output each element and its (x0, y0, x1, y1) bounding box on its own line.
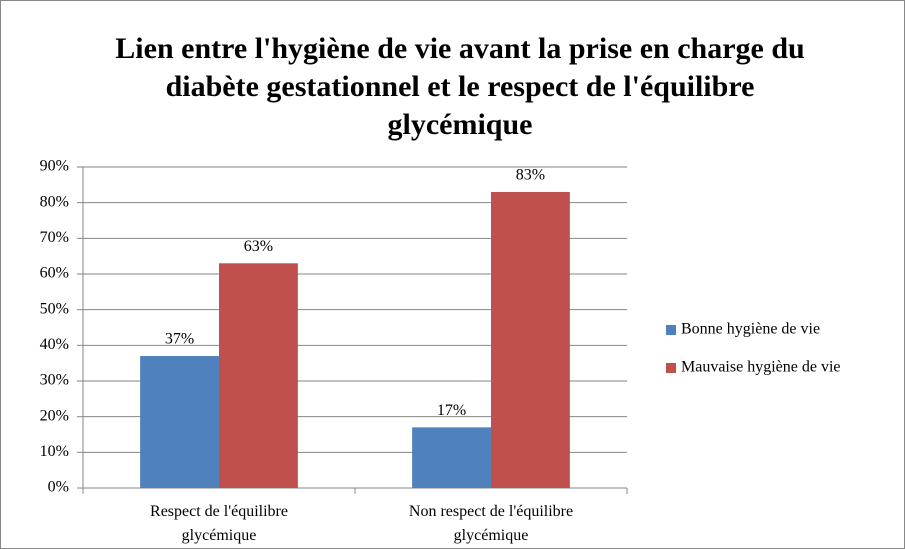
bar (140, 356, 219, 488)
y-tick-label: 80% (40, 193, 69, 210)
bar (412, 427, 491, 488)
data-label: 37% (165, 331, 194, 348)
x-tick-label: Non respect de l'équilibre glycémique (408, 503, 574, 544)
bar (491, 191, 570, 488)
y-tick-label: 70% (40, 229, 69, 246)
y-tick-label: 30% (40, 372, 69, 389)
legend-label: Mauvaise hygiène de vie (681, 359, 841, 376)
y-tick-label: 0% (48, 479, 69, 496)
y-tick-label: 60% (40, 265, 69, 282)
data-label: 83% (516, 167, 545, 184)
chart-title: Lien entre l'hygiène de vie avant la pri… (115, 32, 805, 141)
x-tick-label: Respect de l'équilibre glycémique (150, 503, 288, 544)
data-label: 17% (437, 402, 466, 419)
legend-swatch (666, 363, 676, 373)
y-tick-label: 20% (40, 407, 69, 424)
bar (219, 263, 298, 488)
y-tick-label: 40% (40, 336, 69, 353)
y-tick-label: 10% (40, 443, 69, 460)
data-label: 63% (244, 238, 273, 255)
legend-swatch (666, 325, 676, 335)
legend-label: Bonne hygiène de vie (681, 321, 820, 338)
y-tick-label: 50% (40, 300, 69, 317)
y-tick-label: 90% (40, 158, 69, 175)
